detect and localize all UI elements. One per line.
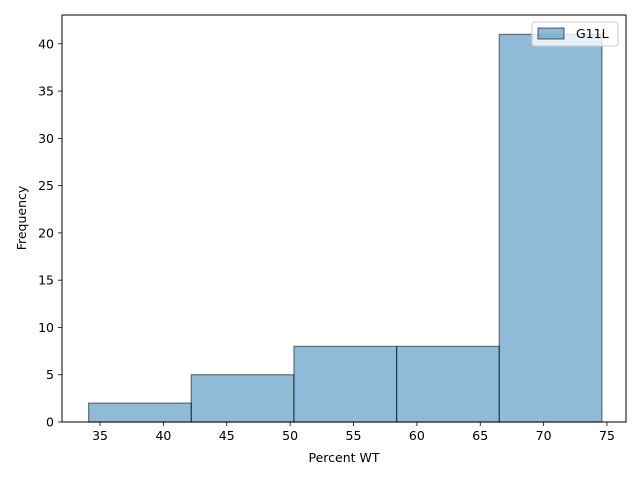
x-tick-label: 70: [536, 428, 552, 443]
histogram-bar: [498, 33, 603, 423]
legend: G11L: [531, 21, 619, 47]
y-tick-label: 5: [46, 367, 54, 382]
legend-swatch: [537, 27, 565, 40]
y-tick-label: 30: [38, 131, 54, 146]
bars: [88, 33, 603, 423]
y-tick-label: 15: [38, 273, 54, 288]
legend-label: G11L: [576, 26, 609, 41]
x-axis-label: Percent WT: [308, 450, 379, 465]
x-tick-label: 65: [472, 428, 488, 443]
y-tick-label: 0: [46, 415, 54, 430]
histogram-bar: [190, 374, 295, 423]
y-tick-label: 35: [38, 84, 54, 99]
y-tick-label: 25: [38, 178, 54, 193]
x-axis: 35 40 45 50 55 60 65 70 75: [92, 422, 615, 443]
x-tick-label: 50: [282, 428, 298, 443]
x-tick-label: 45: [219, 428, 235, 443]
y-axis: 0 5 10 15 20 25 30 35 40: [38, 36, 62, 430]
y-tick-label: 10: [38, 320, 54, 335]
x-tick-label: 75: [599, 428, 615, 443]
x-tick-label: 60: [409, 428, 425, 443]
histogram-bar: [293, 345, 398, 423]
x-tick-label: 35: [92, 428, 108, 443]
x-tick-label: 40: [155, 428, 171, 443]
histogram-bar: [395, 345, 500, 423]
x-tick-label: 55: [346, 428, 362, 443]
plot-frame: [61, 14, 627, 423]
y-tick-label: 20: [38, 225, 54, 240]
histogram-bar: [88, 402, 192, 423]
y-tick-label: 40: [38, 36, 54, 51]
y-axis-label: Frequency: [14, 185, 29, 250]
